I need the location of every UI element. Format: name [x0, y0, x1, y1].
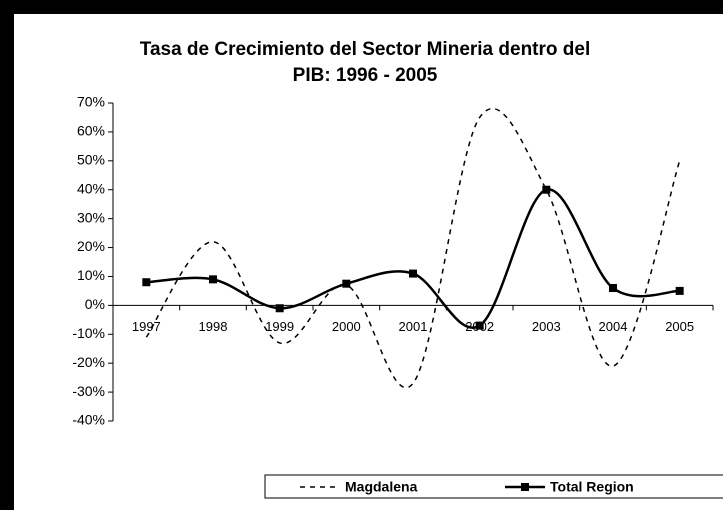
chart-title: Tasa de Crecimiento del Sector Mineria d… [140, 39, 591, 60]
y-tick-label: -10% [72, 325, 105, 341]
y-tick-label: 20% [77, 238, 105, 254]
frame-top [0, 0, 723, 14]
series-line [146, 188, 680, 329]
y-tick-label: 0% [85, 296, 105, 312]
y-tick-label: -20% [72, 354, 105, 370]
x-tick-label: 2005 [665, 319, 694, 334]
y-tick-label: 60% [77, 123, 105, 139]
chart-title: PIB: 1996 - 2005 [293, 65, 438, 86]
y-tick-label: -30% [72, 383, 105, 399]
x-tick-label: 2004 [599, 319, 628, 334]
x-tick-label: 1997 [132, 319, 161, 334]
point-marker [609, 284, 617, 293]
point-marker [675, 286, 684, 295]
point-marker [475, 321, 484, 330]
y-tick-label: 30% [77, 209, 105, 225]
legend-label: Total Region [550, 479, 634, 495]
point-marker [275, 304, 284, 313]
series-line [145, 108, 681, 388]
point-marker [409, 269, 417, 278]
x-tick-label: 1998 [199, 319, 228, 334]
point-marker [142, 278, 151, 287]
x-tick-label: 2000 [332, 319, 361, 334]
x-tick-label: 1999 [265, 319, 294, 334]
legend-marker [521, 483, 529, 491]
point-marker [342, 279, 351, 288]
y-tick-label: 50% [77, 152, 105, 168]
y-tick-label: 40% [77, 180, 105, 196]
legend-label: Magdalena [345, 479, 418, 495]
x-tick-label: 2003 [532, 319, 561, 334]
x-tick-label: 2001 [399, 319, 428, 334]
y-tick-label: 10% [77, 267, 105, 283]
y-tick-label: 70% [77, 94, 105, 110]
y-tick-label: -40% [72, 412, 105, 428]
point-marker [209, 275, 217, 284]
frame-left [0, 0, 14, 510]
point-marker [542, 185, 551, 194]
legend-box [264, 474, 723, 499]
